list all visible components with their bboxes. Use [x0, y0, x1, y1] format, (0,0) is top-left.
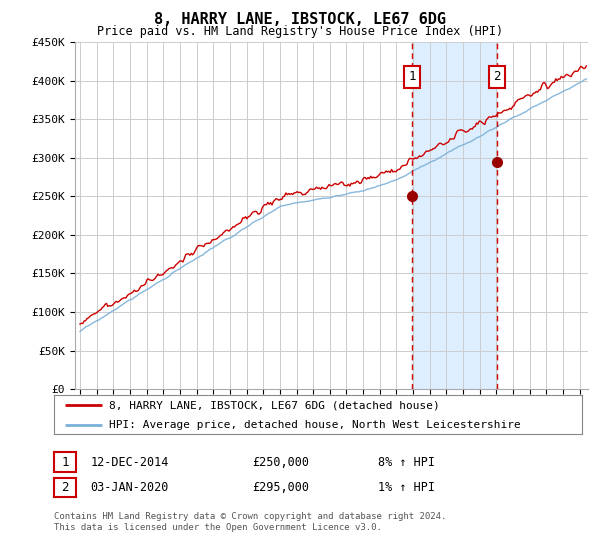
Text: 03-JAN-2020: 03-JAN-2020: [91, 480, 169, 494]
Text: Contains HM Land Registry data © Crown copyright and database right 2024.
This d: Contains HM Land Registry data © Crown c…: [54, 512, 446, 532]
Text: 1: 1: [61, 455, 68, 469]
Text: HPI: Average price, detached house, North West Leicestershire: HPI: Average price, detached house, Nort…: [109, 420, 521, 430]
Bar: [412, 42, 497, 389]
Text: 1% ↑ HPI: 1% ↑ HPI: [378, 480, 435, 494]
Text: 2: 2: [61, 480, 68, 494]
Text: 8, HARRY LANE, IBSTOCK, LE67 6DG (detached house): 8, HARRY LANE, IBSTOCK, LE67 6DG (detach…: [109, 400, 440, 410]
Text: 1: 1: [409, 70, 416, 83]
Text: Price paid vs. HM Land Registry's House Price Index (HPI): Price paid vs. HM Land Registry's House …: [97, 25, 503, 38]
Text: £295,000: £295,000: [252, 480, 309, 494]
Text: 8% ↑ HPI: 8% ↑ HPI: [378, 455, 435, 469]
Text: 12-DEC-2014: 12-DEC-2014: [91, 455, 169, 469]
Text: 2: 2: [493, 70, 500, 83]
Text: £250,000: £250,000: [252, 455, 309, 469]
Text: 8, HARRY LANE, IBSTOCK, LE67 6DG: 8, HARRY LANE, IBSTOCK, LE67 6DG: [154, 12, 446, 27]
